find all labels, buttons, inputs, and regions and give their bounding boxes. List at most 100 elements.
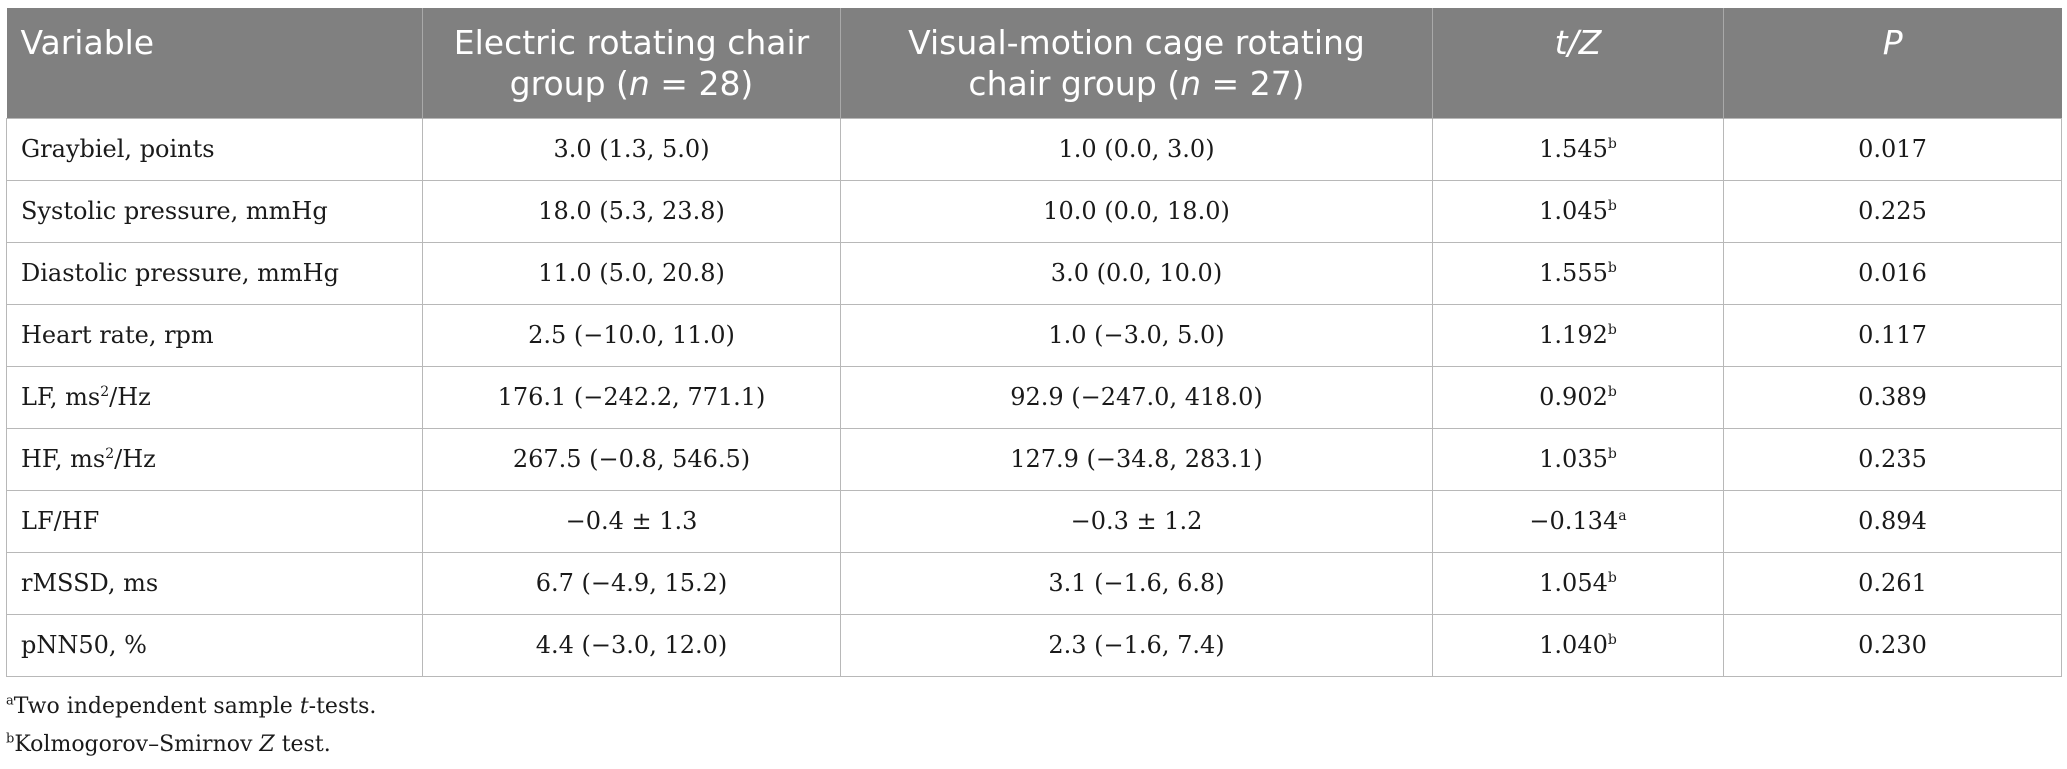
table-row: LF, ms2/Hz 176.1 (−242.2, 771.1) 92.9 (−24… — [6, 365, 2062, 429]
header-group2-line2b: = 27) — [1201, 64, 1305, 103]
cell-group2-value: 1.0 (0.0, 3.0) — [1058, 135, 1215, 163]
cell-group1: −0.4 ± 1.3 — [422, 489, 841, 553]
variable-label: HF, ms — [21, 445, 106, 473]
header-group1-n: n — [628, 64, 650, 103]
cell-variable: Systolic pressure, mmHg — [6, 179, 423, 243]
header-group1-line1: Electric rotating chair — [453, 23, 810, 62]
stat-footnote-mark: b — [1607, 570, 1617, 586]
cell-p: 0.017 — [1723, 117, 2062, 181]
stat-footnote-mark: b — [1607, 198, 1617, 214]
footnote: aTwo independent sample t-tests. — [6, 688, 376, 726]
cell-variable: HF, ms2/Hz — [6, 427, 423, 491]
cell-stat: 0.902b — [1432, 365, 1724, 429]
cell-group1: 11.0 (5.0, 20.8) — [422, 241, 841, 305]
table-row: LF/HF −0.4 ± 1.3 −0.3 ± 1.2 −0.134a 0.894 — [6, 489, 2062, 553]
cell-stat: −0.134a — [1432, 489, 1724, 553]
cell-p: 0.117 — [1723, 303, 2062, 367]
cell-stat-value: 1.035 — [1539, 445, 1608, 473]
cell-group2: 2.3 (−1.6, 7.4) — [840, 613, 1433, 677]
cell-p-value: 0.017 — [1858, 135, 1927, 163]
cell-group1-value: 18.0 (5.3, 23.8) — [538, 197, 725, 225]
header-stat-text: t/Z — [1554, 23, 1602, 62]
cell-stat-value: 1.545 — [1539, 135, 1608, 163]
footnote-text-end: test. — [274, 732, 331, 757]
cell-stat: 1.545b — [1432, 117, 1724, 181]
stat-footnote-mark: b — [1607, 322, 1617, 338]
header-group2-line1: Visual-motion cage rotating — [908, 23, 1365, 62]
cell-p: 0.230 — [1723, 613, 2062, 677]
table-row: pNN50, % 4.4 (−3.0, 12.0) 2.3 (−1.6, 7.4) 1… — [6, 613, 2062, 677]
header-group1: Electric rotating chair group (n = 28) — [422, 8, 841, 118]
variable-superscript: 2 — [105, 446, 115, 462]
footnote-mark: b — [6, 731, 15, 747]
footnote-text-end: -tests. — [308, 694, 377, 719]
cell-group1-value: 11.0 (5.0, 20.8) — [538, 259, 725, 287]
cell-group2-value: 1.0 (−3.0, 5.0) — [1048, 321, 1225, 349]
cell-group2: 92.9 (−247.0, 418.0) — [840, 365, 1433, 429]
header-group1-line2a: group ( — [509, 64, 629, 103]
cell-group1-value: −0.4 ± 1.3 — [565, 507, 698, 535]
cell-group1-value: 6.7 (−4.9, 15.2) — [535, 569, 728, 597]
cell-group2: 1.0 (0.0, 3.0) — [840, 117, 1433, 181]
cell-stat: 1.054b — [1432, 551, 1724, 615]
cell-group1: 6.7 (−4.9, 15.2) — [422, 551, 841, 615]
cell-stat-value: 1.192 — [1539, 321, 1608, 349]
footnote-italic: t — [299, 694, 309, 719]
table-row: Systolic pressure, mmHg 18.0 (5.3, 23.8) 1… — [6, 179, 2062, 243]
cell-p-value: 0.894 — [1858, 507, 1927, 535]
footnote: bKolmogorov–Smirnov Z test. — [6, 726, 376, 764]
variable-superscript: 2 — [100, 384, 110, 400]
cell-stat-value: 0.902 — [1539, 383, 1608, 411]
footnote-italic: Z — [259, 732, 275, 757]
cell-group2-value: 3.1 (−1.6, 6.8) — [1048, 569, 1225, 597]
cell-group1: 2.5 (−10.0, 11.0) — [422, 303, 841, 367]
variable-label: LF, ms — [21, 383, 101, 411]
cell-p: 0.389 — [1723, 365, 2062, 429]
cell-group2-value: −0.3 ± 1.2 — [1070, 507, 1203, 535]
footnote-mark: a — [6, 693, 14, 709]
header-group2-n: n — [1180, 64, 1202, 103]
cell-group1: 18.0 (5.3, 23.8) — [422, 179, 841, 243]
header-variable-text: Variable — [20, 23, 155, 62]
table-row: Diastolic pressure, mmHg 11.0 (5.0, 20.8)… — [6, 241, 2062, 305]
cell-group2-value: 3.0 (0.0, 10.0) — [1050, 259, 1223, 287]
cell-stat: 1.035b — [1432, 427, 1724, 491]
cell-variable: LF, ms2/Hz — [6, 365, 423, 429]
table-footnotes: aTwo independent sample t-tests. bKolmogo… — [6, 688, 376, 764]
stat-footnote-mark: b — [1607, 446, 1617, 462]
cell-stat-value: 1.054 — [1539, 569, 1608, 597]
cell-p: 0.235 — [1723, 427, 2062, 491]
table-header: Variable Electric rotating chair group (… — [6, 8, 2062, 118]
cell-group2: 3.0 (0.0, 10.0) — [840, 241, 1433, 305]
cell-group2: 127.9 (−34.8, 283.1) — [840, 427, 1433, 491]
cell-p-value: 0.230 — [1858, 631, 1927, 659]
cell-group2-value: 92.9 (−247.0, 418.0) — [1010, 383, 1263, 411]
results-table-container: Variable Electric rotating chair group (… — [6, 8, 2062, 757]
cell-group1-value: 176.1 (−242.2, 771.1) — [497, 383, 766, 411]
cell-stat: 1.555b — [1432, 241, 1724, 305]
stat-footnote-mark: b — [1607, 632, 1617, 648]
variable-label: Heart rate, rpm — [21, 321, 214, 349]
cell-group1: 4.4 (−3.0, 12.0) — [422, 613, 841, 677]
cell-stat-value: −0.134 — [1529, 507, 1619, 535]
stat-footnote-mark: b — [1607, 136, 1617, 152]
cell-group2: 1.0 (−3.0, 5.0) — [840, 303, 1433, 367]
cell-p: 0.261 — [1723, 551, 2062, 615]
header-variable: Variable — [6, 8, 423, 118]
cell-group1-value: 2.5 (−10.0, 11.0) — [528, 321, 735, 349]
footnote-text: Two independent sample — [13, 694, 300, 719]
header-row: Variable Electric rotating chair group (… — [6, 8, 2062, 118]
cell-group1-value: 3.0 (1.3, 5.0) — [553, 135, 710, 163]
stat-footnote-mark: a — [1618, 508, 1627, 524]
cell-group1-value: 267.5 (−0.8, 546.5) — [512, 445, 751, 473]
table-row: rMSSD, ms 6.7 (−4.9, 15.2) 3.1 (−1.6, 6.8)… — [6, 551, 2062, 615]
table-row: Graybiel, points 3.0 (1.3, 5.0) 1.0 (0.0, … — [6, 117, 2062, 181]
variable-unit-tail: /Hz — [109, 383, 151, 411]
cell-stat-value: 1.040 — [1539, 631, 1608, 659]
header-p: P — [1723, 8, 2062, 118]
cell-variable: Graybiel, points — [6, 117, 423, 181]
cell-variable: pNN50, % — [6, 613, 423, 677]
cell-stat-value: 1.045 — [1539, 197, 1608, 225]
cell-group2-value: 2.3 (−1.6, 7.4) — [1048, 631, 1225, 659]
results-table: Variable Electric rotating chair group (… — [6, 8, 2062, 677]
